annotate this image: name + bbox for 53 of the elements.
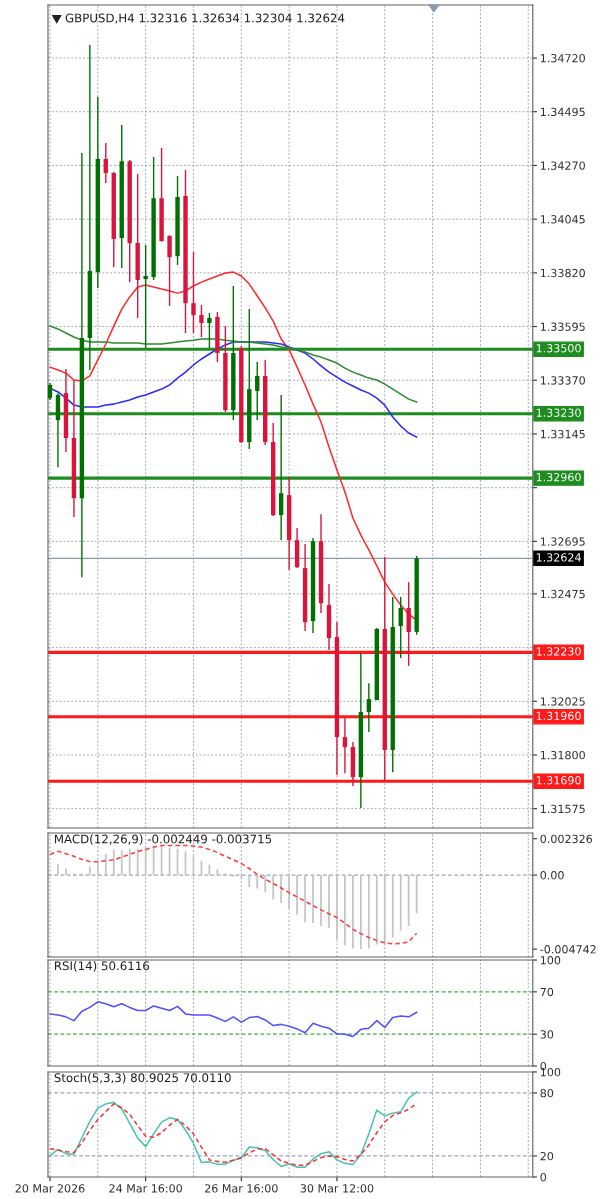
candlestick <box>278 394 284 541</box>
y-tick-label: 30 <box>540 1030 554 1039</box>
x-tick-label: 24 Mar 16:00 <box>109 1184 182 1193</box>
candlestick <box>199 304 204 338</box>
ref-line-label: 1.32230 <box>536 647 581 656</box>
candlestick <box>191 251 196 334</box>
y-tick-label: 1.34045 <box>540 215 585 224</box>
line-series <box>49 341 418 438</box>
y-tick-label: 1.34270 <box>540 161 585 170</box>
y-tick-label: 1.32695 <box>540 537 585 546</box>
candlestick <box>255 361 260 421</box>
y-tick-label: 1.33595 <box>540 322 585 331</box>
ref-line-label: 1.31960 <box>536 711 581 721</box>
y-tick-label: 1.34720 <box>540 54 585 63</box>
line-series <box>49 325 418 403</box>
line-series <box>49 1102 418 1167</box>
ref-line-label: 1.32624 <box>536 553 581 562</box>
y-tick-label: 1.32475 <box>540 589 585 599</box>
line-series <box>49 844 418 945</box>
candlestick <box>366 682 372 733</box>
line-series <box>49 1091 418 1168</box>
y-tick-label: 1.32025 <box>540 697 585 706</box>
candlestick <box>398 596 403 659</box>
y-tick-label: 70 <box>540 987 554 997</box>
ref-line-label: 1.32960 <box>536 472 581 482</box>
x-tick-label: 30 Mar 12:00 <box>300 1184 374 1193</box>
y-tick-label: 1.31800 <box>540 750 585 760</box>
y-tick-label: -0.004742 <box>540 945 596 954</box>
line-series <box>49 1001 418 1038</box>
y-tick-label: 0.002326 <box>540 834 593 844</box>
y-tick-label: 20 <box>540 1151 554 1161</box>
y-tick-label: 1.31575 <box>540 804 585 814</box>
y-tick-label: 1.33370 <box>540 376 585 385</box>
y-tick-label: 0 <box>540 1172 547 1182</box>
y-tick-label: 1.34495 <box>540 107 585 117</box>
candlestick <box>207 312 212 349</box>
x-tick-label: 26 Mar 16:00 <box>205 1184 278 1193</box>
ref-line-label: 1.33500 <box>536 344 581 353</box>
y-tick-label: 100 <box>540 956 561 965</box>
candlestick <box>103 142 108 184</box>
y-tick-label: 1.33820 <box>540 268 585 278</box>
y-tick-label: 1.33145 <box>540 429 585 439</box>
candlestick <box>342 717 348 774</box>
text: GBPUSD,H4 1.32316 1.32634 1.32304 1.32624 <box>65 13 345 24</box>
candlestick <box>167 234 172 307</box>
y-tick-label: 80 <box>540 1088 554 1098</box>
ref-line-label: 1.33230 <box>536 408 581 417</box>
ref-line-label: 1.31690 <box>536 776 581 785</box>
x-tick-label: 20 Mar 2026 <box>15 1184 85 1193</box>
chart-title: RSI(14) 50.6116 <box>54 961 150 972</box>
y-tick-label: 0.00 <box>540 871 564 880</box>
chart-title: MACD(12,26,9) -0.002449 -0.003715 <box>54 834 272 845</box>
chart-title: Stoch(5,3,3) 80.9025 70.0110 <box>54 1073 231 1084</box>
